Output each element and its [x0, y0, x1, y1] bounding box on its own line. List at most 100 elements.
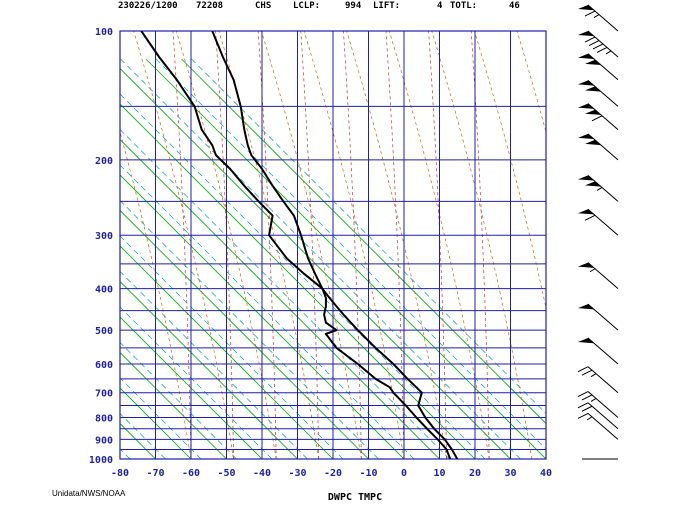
wind-barb-staff [587, 391, 619, 418]
wind-barb-flag [577, 412, 589, 419]
wind-barb-half-flag [590, 373, 597, 378]
wind-barb-flag [581, 394, 593, 401]
wind-barb [578, 337, 619, 365]
mixing-ratio-line [120, 342, 237, 459]
wind-barb-pennant [578, 262, 594, 268]
plot-frame [119, 30, 547, 460]
wind-barb-pennant [578, 30, 594, 37]
wind-barb-half-flag [605, 50, 612, 55]
dry-adiabat-line [431, 31, 533, 459]
wind-barb-flag [596, 46, 608, 53]
mixing-ratio-line [120, 271, 308, 459]
wind-barb-staff [587, 53, 619, 81]
temperature-tick-label: -40 [253, 468, 271, 479]
header-time: 230226/1200 [118, 1, 178, 11]
header-station-id: 72208 [196, 1, 223, 11]
wind-barb-staff [587, 79, 619, 107]
mixing-ratio-line [0, 59, 95, 459]
temperature-tick-label: -50 [217, 468, 235, 479]
header-lift-label: LIFT: [373, 1, 400, 11]
wind-barb [578, 79, 619, 107]
pressure-tick-label: 1000 [89, 455, 113, 466]
mixing-ratio-line [120, 164, 415, 459]
mixing-ratio-line [0, 59, 24, 459]
dry-adiabat-line [388, 31, 490, 459]
wind-barb-pennant [578, 53, 594, 59]
wind-barb [577, 366, 619, 394]
wind-barb-staff [587, 366, 619, 394]
dry-adiabat-line [560, 31, 660, 459]
wind-barb-flag [581, 405, 593, 412]
wind-barb-pennant [585, 109, 601, 115]
wind-barb-staff [587, 133, 619, 161]
header-lclp-value: 994 [345, 1, 362, 11]
wind-barb-staff [587, 174, 619, 202]
wind-barb-flag [577, 402, 589, 409]
dry-adiabat-line [516, 31, 546, 134]
wind-barb-pennant [585, 139, 601, 146]
temperature-tick-label: 10 [433, 468, 445, 479]
moist-adiabat-line [428, 31, 447, 459]
mixing-ratio-line [155, 58, 546, 450]
isotherm-line [120, 174, 405, 459]
temperature-tick-label: -10 [359, 468, 377, 479]
header-totl-label: TOTL: [450, 1, 477, 11]
wind-barb-pennant [578, 5, 594, 11]
wind-barb-pennant [585, 86, 601, 92]
wind-barb-flag [577, 366, 589, 373]
isotherm-line [0, 59, 14, 459]
isotherm-line [120, 351, 227, 459]
wind-barb [578, 133, 619, 161]
wind-barb [578, 303, 619, 331]
x-axis-label: DWPC TMPC [328, 492, 382, 503]
wind-barb [577, 402, 619, 430]
moist-adiabat-line [215, 31, 234, 459]
temperature-profile-line [211, 31, 459, 459]
wind-barb [578, 262, 619, 290]
dry-adiabat-line [261, 31, 362, 459]
mixing-ratio-line [120, 200, 379, 459]
wind-barb-half-flag [586, 416, 593, 421]
temperature-tick-label: 20 [469, 468, 481, 479]
mixing-ratio-line [0, 59, 59, 459]
dewpoint-profile-line [140, 31, 452, 459]
wind-barb-pennant [578, 209, 594, 215]
pressure-tick-label: 800 [95, 414, 113, 425]
temperature-tick-label: -80 [111, 468, 129, 479]
wind-barb-staff [587, 303, 619, 331]
wind-barb [578, 53, 619, 81]
wind-barb-pennant [578, 304, 594, 310]
wind-barb-pennant [578, 175, 594, 181]
profiles [140, 31, 459, 459]
mixing-ratio-line [120, 235, 344, 459]
wind-barb-staff [587, 262, 619, 290]
dry-adiabat-line [120, 130, 192, 459]
wind-barb-pennant [578, 103, 594, 109]
isotherm-line [145, 58, 546, 459]
wind-barb-flag [581, 369, 593, 376]
header-lift-value: 4 [437, 1, 443, 11]
header-totl-value: 46 [509, 1, 520, 11]
wind-barb-flag [588, 40, 600, 46]
wind-barb [577, 391, 619, 418]
pressure-tick-label: 400 [95, 285, 113, 296]
dry-adiabat-line [474, 31, 546, 310]
dry-adiabat-line [303, 31, 405, 459]
pressure-tick-label: 500 [95, 326, 113, 337]
wind-barb-pennant [585, 181, 601, 187]
temperature-tick-labels: -80 -70 -60 -50 -40 -30 -20 -10 0 10 20 30 40 [111, 468, 552, 479]
pressure-tick-label: 700 [95, 389, 113, 400]
wind-barb-flag [584, 214, 596, 221]
temperature-tick-label: -30 [288, 468, 306, 479]
wind-barb-flag [577, 391, 589, 397]
header-line: 230226/1200 72208 CHS LCLP: 994 LIFT: 4 … [118, 1, 520, 11]
temperature-tick-label: 0 [401, 468, 407, 479]
temperature-tick-label: -70 [146, 468, 164, 479]
isotherm-line [120, 280, 298, 459]
pressure-tick-label: 100 [95, 27, 113, 38]
pressure-tick-label: 300 [95, 231, 113, 242]
isotherm-line [120, 422, 156, 459]
moist-adiabat-line [343, 31, 362, 459]
wind-barb-pennant [578, 133, 594, 140]
